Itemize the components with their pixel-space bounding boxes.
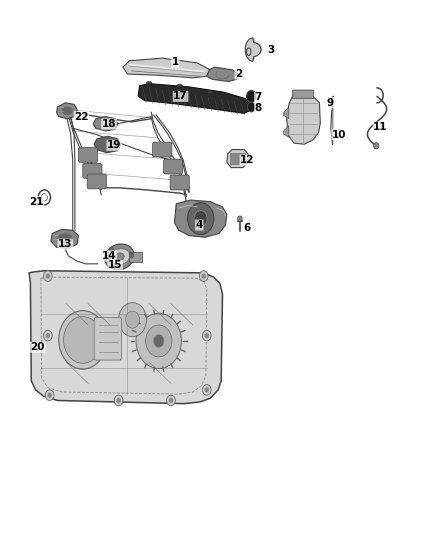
Circle shape	[43, 271, 52, 281]
Circle shape	[205, 333, 209, 338]
Ellipse shape	[115, 253, 124, 261]
Text: 7: 7	[254, 92, 262, 102]
Circle shape	[187, 203, 214, 235]
Text: 9: 9	[327, 98, 334, 108]
Circle shape	[129, 253, 134, 258]
FancyBboxPatch shape	[87, 174, 106, 189]
FancyBboxPatch shape	[292, 90, 314, 99]
Circle shape	[205, 387, 209, 392]
Polygon shape	[123, 58, 210, 78]
Ellipse shape	[208, 91, 213, 94]
Text: 10: 10	[332, 130, 346, 140]
Text: 17: 17	[173, 91, 188, 101]
Ellipse shape	[62, 107, 73, 115]
Text: 3: 3	[268, 45, 275, 54]
Circle shape	[136, 313, 181, 368]
Circle shape	[374, 143, 379, 149]
Polygon shape	[94, 136, 120, 153]
Circle shape	[45, 390, 54, 400]
Circle shape	[153, 335, 164, 348]
Text: 14: 14	[102, 251, 116, 261]
Text: 19: 19	[107, 140, 121, 150]
Polygon shape	[57, 103, 77, 119]
Text: 2: 2	[235, 69, 242, 79]
Polygon shape	[245, 38, 261, 61]
Polygon shape	[207, 67, 239, 82]
Circle shape	[169, 398, 173, 403]
Ellipse shape	[57, 233, 73, 244]
Polygon shape	[174, 200, 227, 237]
Polygon shape	[247, 37, 263, 61]
Circle shape	[166, 395, 175, 406]
Circle shape	[47, 392, 52, 398]
Circle shape	[199, 271, 208, 281]
Circle shape	[110, 247, 114, 252]
Circle shape	[46, 273, 50, 279]
Circle shape	[202, 384, 211, 395]
Ellipse shape	[147, 82, 152, 85]
Circle shape	[247, 102, 255, 112]
Ellipse shape	[59, 311, 107, 369]
Circle shape	[113, 263, 117, 269]
Polygon shape	[29, 271, 223, 403]
Ellipse shape	[177, 84, 182, 87]
Text: 13: 13	[58, 239, 73, 249]
Text: 21: 21	[29, 197, 44, 207]
FancyBboxPatch shape	[83, 164, 102, 178]
Text: 4: 4	[196, 220, 203, 230]
Circle shape	[247, 91, 256, 102]
Bar	[130, 252, 142, 262]
Circle shape	[202, 330, 211, 341]
Text: 6: 6	[244, 223, 251, 233]
Text: 18: 18	[102, 119, 116, 129]
Ellipse shape	[105, 244, 134, 270]
Polygon shape	[287, 95, 320, 144]
Text: 12: 12	[240, 155, 254, 165]
Circle shape	[117, 398, 121, 403]
Polygon shape	[284, 126, 289, 138]
Text: 22: 22	[74, 111, 89, 122]
Polygon shape	[51, 229, 78, 248]
FancyBboxPatch shape	[170, 175, 189, 190]
Text: 1: 1	[172, 57, 179, 67]
Text: 15: 15	[108, 261, 122, 270]
Text: 20: 20	[31, 342, 45, 352]
Circle shape	[126, 311, 140, 328]
Circle shape	[238, 216, 242, 221]
Circle shape	[46, 333, 50, 338]
Circle shape	[201, 273, 206, 279]
Circle shape	[194, 211, 207, 227]
Polygon shape	[93, 117, 118, 131]
Polygon shape	[138, 84, 251, 114]
Polygon shape	[227, 150, 249, 167]
FancyBboxPatch shape	[78, 148, 98, 163]
FancyBboxPatch shape	[163, 159, 183, 174]
Ellipse shape	[64, 317, 102, 364]
Circle shape	[114, 395, 123, 406]
Ellipse shape	[109, 249, 130, 265]
Circle shape	[119, 303, 147, 337]
Polygon shape	[284, 107, 289, 119]
Text: 11: 11	[373, 122, 388, 132]
Bar	[230, 153, 245, 165]
Circle shape	[146, 325, 172, 357]
FancyBboxPatch shape	[152, 142, 172, 157]
Text: 8: 8	[254, 103, 262, 113]
FancyBboxPatch shape	[94, 318, 122, 360]
Circle shape	[43, 330, 52, 341]
